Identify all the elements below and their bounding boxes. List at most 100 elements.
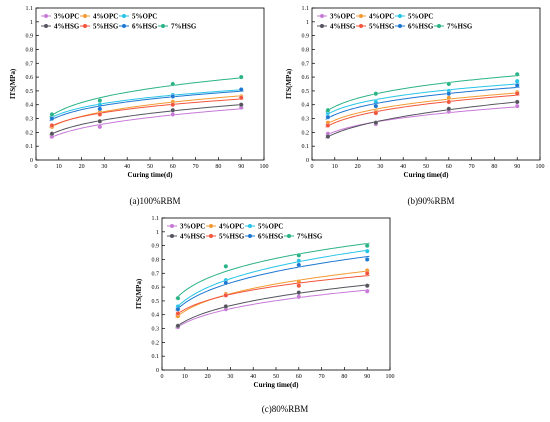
y-tick-label: 0.5 [152, 299, 160, 305]
x-tick-label: 50 [147, 164, 153, 170]
fit-curve-5pct-opc [325, 83, 520, 116]
x-tick-label: 70 [319, 374, 325, 380]
data-point [97, 106, 103, 112]
legend-label: 3%OPC [180, 223, 205, 231]
legend-marker [287, 234, 291, 238]
x-tick-label: 70 [469, 164, 475, 170]
y-tick-label: 0.1 [302, 144, 310, 150]
fit-curve-6pct-hsg [49, 90, 244, 122]
y-tick-label: 0.6 [152, 285, 160, 291]
data-point [446, 81, 452, 87]
legend-marker [170, 234, 174, 238]
x-tick-label: 100 [260, 164, 269, 170]
x-tick-label: 90 [514, 164, 520, 170]
data-point [373, 120, 379, 126]
x-tick-label: 100 [536, 164, 545, 170]
legend-marker [122, 24, 126, 28]
y-tick-label: 0.4 [152, 313, 160, 319]
y-tick-label: 0.2 [26, 130, 34, 136]
x-tick-label: 40 [250, 374, 256, 380]
legend-label: 4%HSG [54, 23, 80, 31]
x-tick-label: 20 [79, 164, 85, 170]
y-tick-label: 0.9 [302, 34, 310, 40]
legend-label: 6%HSG [408, 23, 434, 31]
legend-marker [248, 224, 252, 228]
y-axis-label: ITS(MPa) [285, 68, 293, 99]
x-tick-label: 20 [205, 374, 211, 380]
data-point [238, 87, 244, 92]
data-point [238, 102, 244, 108]
data-point [175, 295, 181, 301]
legend-label: 5%HSG [219, 233, 245, 241]
fit-curve-4pct-hsg [175, 284, 370, 328]
fit-curve-4pct-hsg [325, 101, 520, 139]
data-point [223, 304, 229, 309]
x-tick-label: 90 [364, 374, 370, 380]
legend-marker [44, 24, 48, 28]
y-tick-label: 0.7 [302, 61, 310, 67]
data-point [170, 107, 176, 113]
data-point [49, 123, 55, 128]
x-tick-label: 100 [386, 374, 395, 380]
legend-label: 5%HSG [369, 23, 395, 31]
data-point [364, 283, 370, 289]
data-point [223, 280, 229, 286]
data-point [175, 306, 181, 312]
fit-curve-4pct-hsg [49, 103, 244, 136]
x-tick-label: 30 [101, 164, 107, 170]
chart-c-caption: (c)80%RBM [261, 404, 309, 414]
y-tick-label: 0 [156, 368, 159, 374]
y-tick-label: 0.7 [26, 61, 34, 67]
chart-b-svg: 0 10 20 30 40 50 60 70 80 90 100 0 0.1 0.2 0.3 0.4 0.5 0.… [285, 6, 545, 179]
legend-marker [209, 224, 213, 228]
fit-curve-3pct-opc [325, 106, 520, 136]
legend-label: 5%OPC [258, 223, 283, 231]
data-point [446, 106, 452, 112]
y-tick-label: 0.3 [302, 117, 310, 123]
legend-marker [170, 224, 174, 228]
legend-marker [359, 14, 363, 18]
data-point [446, 99, 452, 105]
fit-curve-6pct-hsg [325, 86, 520, 120]
plot-frame [161, 217, 391, 371]
y-tick-label: 1 [306, 20, 309, 26]
y-tick-label: 0.5 [26, 89, 34, 95]
y-tick-label: 0.9 [26, 34, 34, 40]
y-tick-label: 0.1 [152, 354, 160, 360]
plot-frame [35, 7, 265, 161]
data-point [49, 112, 55, 117]
legend-label: 4%OPC [93, 13, 118, 21]
data-point [296, 283, 302, 289]
x-tick-label: 60 [296, 374, 302, 380]
data-point [238, 95, 244, 101]
fit-curve-7pct-hsg [49, 77, 244, 118]
data-point [296, 290, 302, 295]
data-point [514, 103, 520, 109]
data-point [223, 264, 229, 269]
x-tick-label: 0 [161, 374, 164, 380]
fit-curve-7pct-hsg [325, 74, 520, 113]
data-point [364, 270, 370, 276]
fit-curve-5pct-opc [49, 89, 244, 120]
fit-curve-5pct-hsg [325, 94, 520, 128]
x-axis-label: Curing time(d) [404, 171, 450, 179]
x-tick-label: 40 [124, 164, 130, 170]
chart-c-svg: 0 10 20 30 40 50 60 70 80 90 100 0 0.1 0.2 0.3 0.4 0.5 0.… [135, 216, 395, 389]
data-point [446, 95, 452, 101]
data-point [364, 243, 370, 248]
y-tick-label: 0.1 [26, 144, 34, 150]
data-point [97, 112, 103, 117]
data-point [296, 262, 302, 268]
y-tick-label: 0.6 [26, 75, 34, 81]
data-point [170, 81, 176, 87]
y-tick-label: 0.6 [302, 75, 310, 81]
y-tick-label: 0.9 [152, 244, 160, 250]
y-tick-label: 0.8 [302, 47, 310, 53]
legend-label: 6%HSG [258, 233, 284, 241]
data-point [446, 91, 452, 97]
data-point [97, 118, 103, 124]
y-tick-label: 0.8 [26, 47, 34, 53]
data-point [170, 102, 176, 108]
fit-curve-7pct-hsg [175, 242, 370, 300]
legend-marker [437, 24, 441, 28]
